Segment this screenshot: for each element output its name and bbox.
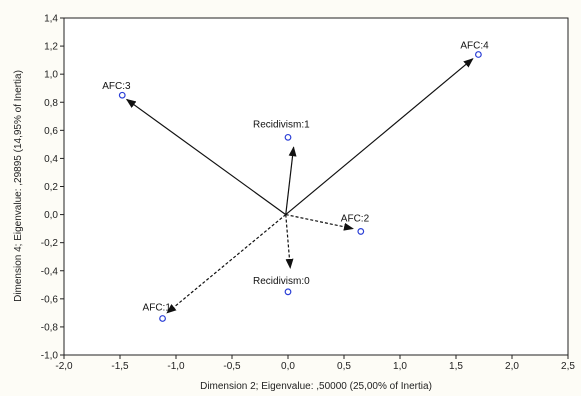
y-tick-label: 0,0 bbox=[44, 210, 58, 221]
point-label: Recidivism:1 bbox=[253, 119, 310, 130]
dashed-arrow bbox=[166, 214, 287, 314]
y-tick-label: 1,4 bbox=[44, 14, 58, 25]
y-tick-label: -0,2 bbox=[41, 238, 59, 249]
y-tick-label: 0,4 bbox=[44, 154, 58, 165]
data-point bbox=[284, 133, 292, 141]
y-tick-label: 1,2 bbox=[44, 42, 58, 53]
point-label: AFC:1 bbox=[143, 302, 172, 313]
y-tick-label: -1,0 bbox=[41, 351, 59, 362]
point-label: AFC:3 bbox=[102, 81, 131, 92]
solid-arrow bbox=[125, 98, 287, 216]
y-tick-label: 0,6 bbox=[44, 126, 58, 137]
y-axis-title: Dimension 4; Eigenvalue: ,29895 (14,95% … bbox=[13, 70, 24, 302]
y-tick-label: -0,8 bbox=[41, 322, 59, 333]
point-label: Recidivism:0 bbox=[253, 276, 310, 287]
data-point bbox=[159, 315, 166, 322]
x-tick-label: 1,0 bbox=[393, 361, 407, 372]
point-label: AFC:4 bbox=[460, 41, 489, 52]
point-label: AFC:2 bbox=[341, 213, 370, 224]
x-tick-label: 0,0 bbox=[281, 361, 295, 372]
y-tick-label: 0,8 bbox=[44, 98, 58, 109]
solid-arrow bbox=[285, 146, 297, 215]
solid-arrow bbox=[285, 58, 474, 216]
y-tick-label: 1,0 bbox=[44, 70, 58, 81]
y-tick-label: -0,4 bbox=[41, 266, 59, 277]
x-tick-label: -2,0 bbox=[55, 361, 73, 372]
dashed-arrow bbox=[285, 213, 354, 231]
x-axis-title: Dimension 2; Eigenvalue: ,50000 (25,00% … bbox=[200, 381, 432, 392]
data-point bbox=[475, 51, 482, 58]
x-tick-label: 0,5 bbox=[337, 361, 351, 372]
y-tick-label: -0,6 bbox=[41, 294, 59, 305]
y-tick-label: 0,2 bbox=[44, 182, 58, 193]
x-tick-label: -1,0 bbox=[167, 361, 185, 372]
x-tick-label: 2,0 bbox=[505, 361, 519, 372]
x-tick-label: -0,5 bbox=[223, 361, 241, 372]
data-point bbox=[284, 288, 292, 296]
x-tick-label: 2,5 bbox=[561, 361, 575, 372]
x-tick-label: -1,5 bbox=[111, 361, 129, 372]
dashed-arrow bbox=[285, 214, 294, 269]
x-tick-label: 1,5 bbox=[449, 361, 463, 372]
plot-frame bbox=[63, 17, 569, 356]
data-point bbox=[357, 228, 365, 235]
data-point bbox=[118, 91, 126, 99]
